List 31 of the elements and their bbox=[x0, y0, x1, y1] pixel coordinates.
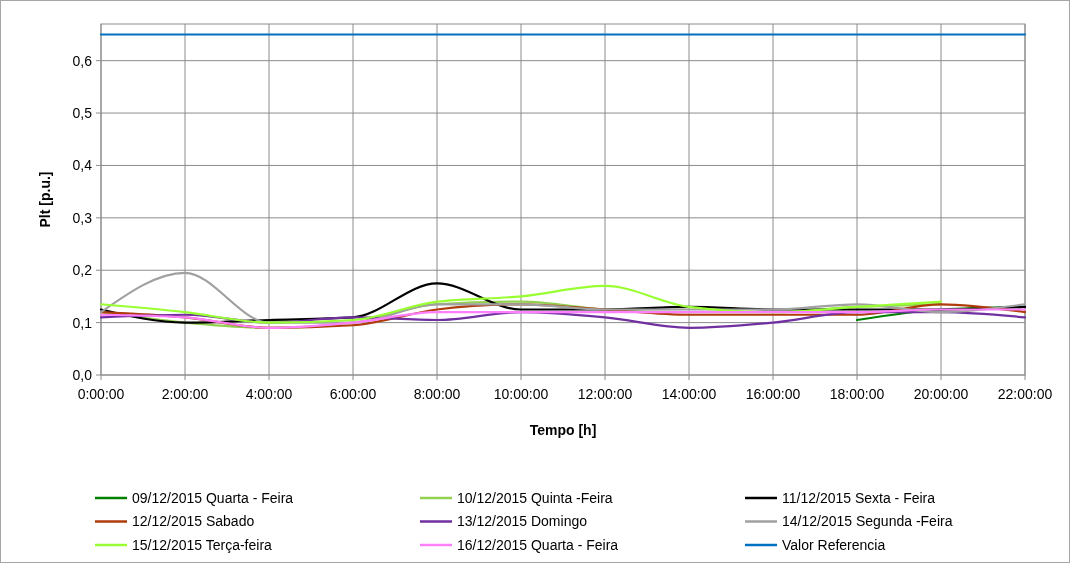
legend-label: 10/12/2015 Quinta -Feira bbox=[457, 489, 613, 506]
y-tick-label: 0,1 bbox=[72, 314, 93, 331]
y-tick-label: 0,2 bbox=[72, 262, 93, 279]
x-tick-label: 14:00:00 bbox=[661, 386, 717, 402]
y-tick-label: 0,4 bbox=[72, 157, 93, 174]
x-tick-label: 10:00:00 bbox=[493, 386, 549, 402]
x-tick-label: 0:00:00 bbox=[77, 386, 125, 402]
x-tick-label: 18:00:00 bbox=[829, 386, 885, 402]
legend-label: Valor Referencia bbox=[782, 536, 886, 553]
line-series bbox=[99, 271, 1027, 324]
legend-label: 09/12/2015 Quarta - Feira bbox=[132, 489, 294, 506]
x-tick-label: 4:00:00 bbox=[245, 386, 293, 402]
legend-label: 15/12/2015 Terça-feira bbox=[132, 536, 273, 553]
x-axis-title: Tempo [h] bbox=[529, 422, 597, 438]
y-tick-label: 0,3 bbox=[72, 209, 93, 226]
legend-label: 11/12/2015 Sexta - Feira bbox=[782, 489, 936, 506]
x-tick-label: 16:00:00 bbox=[745, 386, 801, 402]
x-tick-label: 12:00:00 bbox=[577, 386, 633, 402]
legend-label: 16/12/2015 Quarta - Feira bbox=[457, 536, 619, 553]
legend-label: 13/12/2015 Domingo bbox=[457, 513, 588, 530]
legend-label: 14/12/2015 Segunda -Feira bbox=[782, 513, 953, 530]
x-tick-label: 2:00:00 bbox=[161, 386, 209, 402]
y-tick-label: 0,0 bbox=[72, 366, 93, 383]
x-tick-label: 20:00:00 bbox=[913, 386, 969, 402]
y-axis-title: Plt [p.u.] bbox=[37, 171, 53, 228]
x-tick-label: 22:00:00 bbox=[997, 386, 1053, 402]
x-tick-label: 6:00:00 bbox=[329, 386, 377, 402]
x-tick-label: 8:00:00 bbox=[413, 386, 461, 402]
y-tick-label: 0,5 bbox=[72, 104, 93, 121]
y-tick-label: 0,6 bbox=[72, 52, 93, 69]
legend-label: 12/12/2015 Sabado bbox=[132, 513, 255, 530]
